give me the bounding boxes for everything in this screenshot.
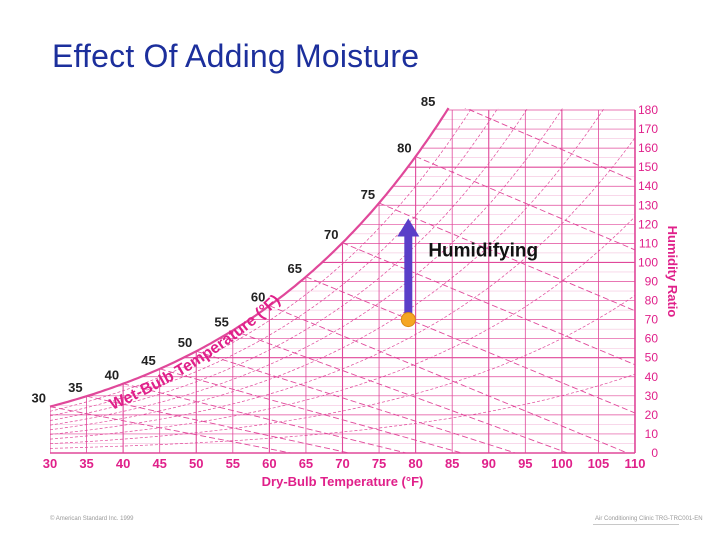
wet-bulb-value-label: 60 xyxy=(251,290,265,305)
relative-humidity-curve xyxy=(50,108,635,421)
relative-humidity-curve xyxy=(50,108,635,426)
wet-bulb-line xyxy=(86,395,526,453)
wet-bulb-lines xyxy=(50,108,635,453)
y-tick-label: 180 xyxy=(638,103,658,117)
saturation-curve xyxy=(49,107,450,408)
x-tick-label: 110 xyxy=(625,456,646,471)
process-group: Humidifying xyxy=(397,218,538,328)
y-tick-label: 50 xyxy=(645,351,659,365)
footer-copyright: © American Standard Inc. 1999 xyxy=(50,516,134,522)
x-axis-title: Dry-Bulb Temperature (°F) xyxy=(262,474,424,489)
wet-bulb-line xyxy=(415,156,635,313)
wet-bulb-value-label: 65 xyxy=(287,261,301,276)
x-tick-label: 105 xyxy=(588,456,610,471)
x-tick-label: 50 xyxy=(189,456,203,471)
y-tick-label: 170 xyxy=(638,122,658,136)
x-tick-label: 45 xyxy=(152,456,166,471)
process-arrow-shaft xyxy=(404,234,413,320)
wet-bulb-value-label: 55 xyxy=(214,314,228,329)
x-tick-label: 85 xyxy=(445,456,459,471)
x-tick-label: 40 xyxy=(116,456,130,471)
psychrometric-chart: 30 35 40 45 50 55 60 65 70 75 80 85 90 95 100 105 110Dry… xyxy=(32,94,680,489)
y-tick-label: 10 xyxy=(645,427,659,441)
y-tick-label: 130 xyxy=(638,198,658,212)
x-tick-label: 100 xyxy=(551,456,573,471)
wet-bulb-value-label: 70 xyxy=(324,227,338,242)
wet-bulb-line xyxy=(305,276,635,453)
wet-bulb-value-label: 75 xyxy=(361,187,375,202)
wet-bulb-line xyxy=(123,383,562,453)
saturation-curve-group xyxy=(49,107,636,454)
wet-bulb-line xyxy=(269,305,635,453)
relative-humidity-curve xyxy=(50,108,635,431)
x-tick-label: 90 xyxy=(482,456,496,471)
wet-bulb-line xyxy=(159,368,599,453)
wet-bulb-line xyxy=(50,406,489,453)
x-tick-label: 70 xyxy=(335,456,349,471)
y-tick-label: 100 xyxy=(638,255,658,269)
footer-course: Air Conditioning Clinic TRG-TRC001-EN xyxy=(595,516,703,522)
y-tick-label: 160 xyxy=(638,141,658,155)
x-tick-label: 80 xyxy=(408,456,422,471)
wet-bulb-value-label: 80 xyxy=(397,141,411,156)
relative-humidity-curve xyxy=(50,108,635,412)
relative-humidity-curve xyxy=(50,216,635,440)
wet-bulb-value-label: 50 xyxy=(178,335,192,350)
y-tick-label: 90 xyxy=(645,275,659,289)
x-tick-label: 30 xyxy=(43,456,57,471)
y-tick-label: 140 xyxy=(638,179,658,193)
relative-humidity-curve xyxy=(50,373,635,449)
relative-humidity-curve xyxy=(50,137,635,435)
y-tick-label: 110 xyxy=(639,236,658,250)
wet-bulb-line xyxy=(452,108,635,245)
x-tick-label: 95 xyxy=(518,456,532,471)
y-tick-label: 40 xyxy=(645,370,659,384)
wet-bulb-line xyxy=(342,242,635,427)
y-axis-title: Humidity Ratio xyxy=(665,226,680,318)
y-tick-label: 120 xyxy=(638,217,658,231)
y-tick-label: 150 xyxy=(638,160,658,174)
x-tick-label: 55 xyxy=(226,456,240,471)
wet-bulb-line xyxy=(378,202,635,373)
saturation-curve-label: Wet-Bulb Temperature (°F) xyxy=(107,292,283,414)
y-tick-label: 0 xyxy=(651,446,658,460)
chart-labels: 30 35 40 45 50 55 60 65 70 75 80 85 90 95 100 105 110Dry… xyxy=(32,94,680,489)
wet-bulb-line xyxy=(232,329,635,453)
wet-bulb-line xyxy=(196,350,635,453)
y-tick-label: 20 xyxy=(645,408,659,422)
wet-bulb-value-label: 35 xyxy=(68,380,82,395)
wet-bulb-value-label: 85 xyxy=(421,94,435,109)
y-tick-label: 30 xyxy=(645,389,659,403)
wet-bulb-line xyxy=(488,108,635,168)
slide-title: Effect Of Adding Moisture xyxy=(52,38,420,74)
y-tick-label: 60 xyxy=(645,332,659,346)
relative-humidity-curve xyxy=(50,295,635,445)
x-tick-label: 65 xyxy=(299,456,313,471)
process-label: Humidifying xyxy=(428,241,538,262)
wet-bulb-value-label: 30 xyxy=(32,391,46,406)
relative-humidity-curve xyxy=(50,108,635,417)
x-tick-label: 35 xyxy=(79,456,93,471)
process-arrow-head xyxy=(397,218,420,237)
y-tick-label: 70 xyxy=(645,313,659,327)
x-tick-label: 60 xyxy=(262,456,276,471)
wet-bulb-value-label: 45 xyxy=(141,353,155,368)
x-tick-label: 75 xyxy=(372,456,386,471)
y-tick-label: 80 xyxy=(645,294,659,308)
state-point xyxy=(400,312,416,328)
footer-rule xyxy=(593,524,679,525)
wet-bulb-value-label: 40 xyxy=(105,368,119,383)
